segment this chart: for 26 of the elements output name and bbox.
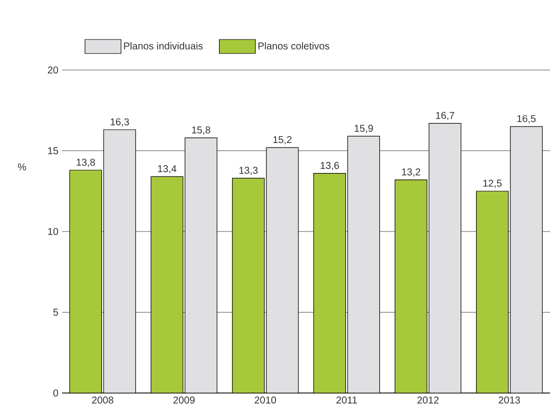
data-label: 13,3	[239, 166, 258, 176]
data-label: 12,5	[483, 180, 502, 188]
data-label: 15,8	[192, 126, 210, 135]
data-label: 16,5	[517, 115, 536, 124]
data-label: 16,7	[436, 112, 454, 120]
x-tick-label: 2009	[173, 396, 195, 404]
x-tick-label: 2011	[336, 396, 357, 404]
data-label: 15,9	[354, 124, 373, 134]
legend-label: Planos coletivos	[258, 42, 330, 50]
y-tick-label: 0	[53, 389, 58, 397]
x-tick-label: 2008	[92, 396, 114, 404]
y-tick-label: 20	[48, 66, 58, 74]
y-tick-label: 5	[53, 308, 58, 316]
y-tick-label: 10	[48, 228, 58, 236]
x-tick-label: 2010	[254, 396, 276, 404]
x-tick-label: 2013	[498, 396, 520, 404]
x-tick-label: 2012	[417, 396, 439, 404]
data-label: 13,4	[158, 165, 176, 174]
y-axis-title: %	[18, 163, 26, 170]
data-label: 15,2	[273, 136, 292, 144]
data-label: 13,2	[402, 168, 420, 177]
data-label: 13,6	[320, 162, 339, 170]
data-label: 13,8	[76, 158, 95, 167]
y-tick-label: 15	[48, 147, 58, 154]
legend-label: Planos individuais	[124, 42, 203, 50]
data-label: 16,3	[110, 118, 129, 127]
